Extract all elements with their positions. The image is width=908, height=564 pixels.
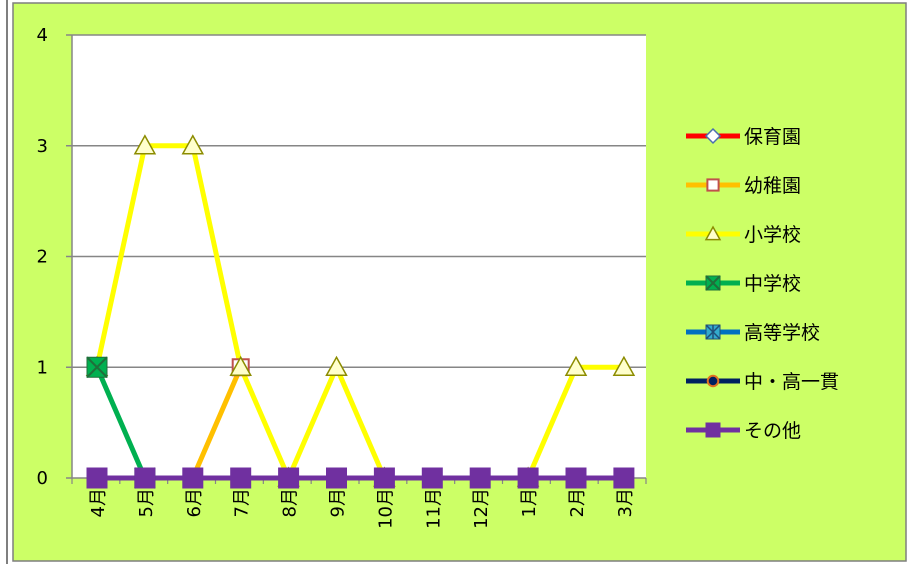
series-2-segment-5 bbox=[334, 364, 387, 481]
legend-marker-6 bbox=[705, 422, 721, 438]
x-tick-label-10: 2月 bbox=[567, 488, 588, 517]
x-tick-label-8: 12月 bbox=[471, 488, 492, 529]
series-2-segment-3 bbox=[238, 364, 292, 481]
legend-label-2: 小学校 bbox=[744, 224, 801, 246]
series-6-point-3 bbox=[230, 467, 252, 489]
legend-item-2: 小学校 bbox=[686, 224, 801, 246]
legend-label-0: 保育園 bbox=[744, 126, 801, 148]
legend-label-1: 幼稚園 bbox=[744, 175, 801, 197]
legend-label-4: 高等学校 bbox=[744, 322, 820, 344]
legend-marker-2 bbox=[704, 225, 722, 241]
gridlines bbox=[72, 34, 646, 368]
series-6-point-10 bbox=[565, 467, 587, 489]
y-tick-label-4: 4 bbox=[37, 25, 48, 46]
x-tick-label-0: 4月 bbox=[88, 488, 109, 517]
legend-marker-4 bbox=[705, 324, 721, 340]
x-tick-labels: 4月 5月 6月 7月 8月 9月 10月 11月 12月 1月 2月 3月 bbox=[88, 488, 636, 529]
left-margin bbox=[0, 0, 6, 564]
series-2-segment-2 bbox=[190, 143, 244, 370]
series-2-point-11 bbox=[612, 355, 636, 376]
x-tick-label-7: 11月 bbox=[423, 488, 444, 529]
series-3-segment-0 bbox=[94, 364, 148, 481]
legend-marker-3 bbox=[705, 275, 721, 291]
y-tick-label-3: 3 bbox=[37, 136, 48, 157]
series-6-point-8 bbox=[469, 467, 491, 489]
x-tick-label-3: 7月 bbox=[232, 488, 253, 517]
series-2-point-3 bbox=[229, 355, 252, 376]
legend-label-3: 中学校 bbox=[744, 273, 801, 295]
series-6-point-9 bbox=[517, 467, 539, 489]
series-3-point-0 bbox=[86, 356, 108, 378]
series-2-segment-0 bbox=[94, 143, 148, 370]
legend-item-1: 幼稚園 bbox=[686, 175, 801, 197]
legend-label-5: 中・高一貫 bbox=[744, 371, 839, 393]
series-2-point-2 bbox=[181, 134, 205, 155]
y-tick-labels: 0 1 2 3 4 bbox=[37, 25, 48, 489]
x-tick-label-11: 3月 bbox=[615, 488, 636, 517]
series-6-point-0 bbox=[86, 467, 108, 489]
legend-marker-0 bbox=[704, 127, 722, 145]
y-tick-label-1: 1 bbox=[37, 357, 48, 378]
legend-marker-5 bbox=[706, 374, 720, 388]
series-2-point-10 bbox=[564, 355, 588, 376]
series-6-point-5 bbox=[326, 467, 347, 489]
y-tick-label-2: 2 bbox=[37, 247, 48, 268]
x-tick-label-9: 1月 bbox=[519, 488, 540, 517]
legend-item-4: 高等学校 bbox=[686, 322, 820, 344]
series-6-point-2 bbox=[182, 467, 204, 489]
series-2-segment-9 bbox=[525, 364, 579, 481]
x-tick-label-4: 8月 bbox=[280, 488, 301, 517]
series-6-point-6 bbox=[373, 467, 395, 489]
legend-item-0: 保育園 bbox=[686, 126, 801, 148]
legend-marker-1 bbox=[706, 178, 720, 192]
x-tick-label-5: 9月 bbox=[328, 488, 349, 517]
y-tick-label-0: 0 bbox=[37, 468, 48, 489]
series-6-point-4 bbox=[278, 467, 300, 489]
series-6-point-1 bbox=[134, 467, 156, 489]
series-markers bbox=[85, 134, 636, 489]
x-tick-label-2: 6月 bbox=[184, 488, 205, 517]
series-2-segment-4 bbox=[286, 364, 339, 481]
legend-item-5: 中・高一貫 bbox=[686, 371, 839, 393]
x-tick-label-1: 5月 bbox=[136, 488, 157, 517]
legend-item-6: その他 bbox=[686, 420, 801, 442]
series-6-point-11 bbox=[613, 467, 635, 489]
series-6-point-7 bbox=[421, 467, 443, 489]
series-1-segment-2 bbox=[190, 364, 244, 481]
series-2-point-5 bbox=[325, 355, 348, 376]
series-2-point-1 bbox=[133, 134, 157, 155]
legend-item-3: 中学校 bbox=[686, 273, 801, 295]
x-tick-label-6: 10月 bbox=[375, 488, 396, 529]
legend-label-6: その他 bbox=[744, 420, 801, 442]
